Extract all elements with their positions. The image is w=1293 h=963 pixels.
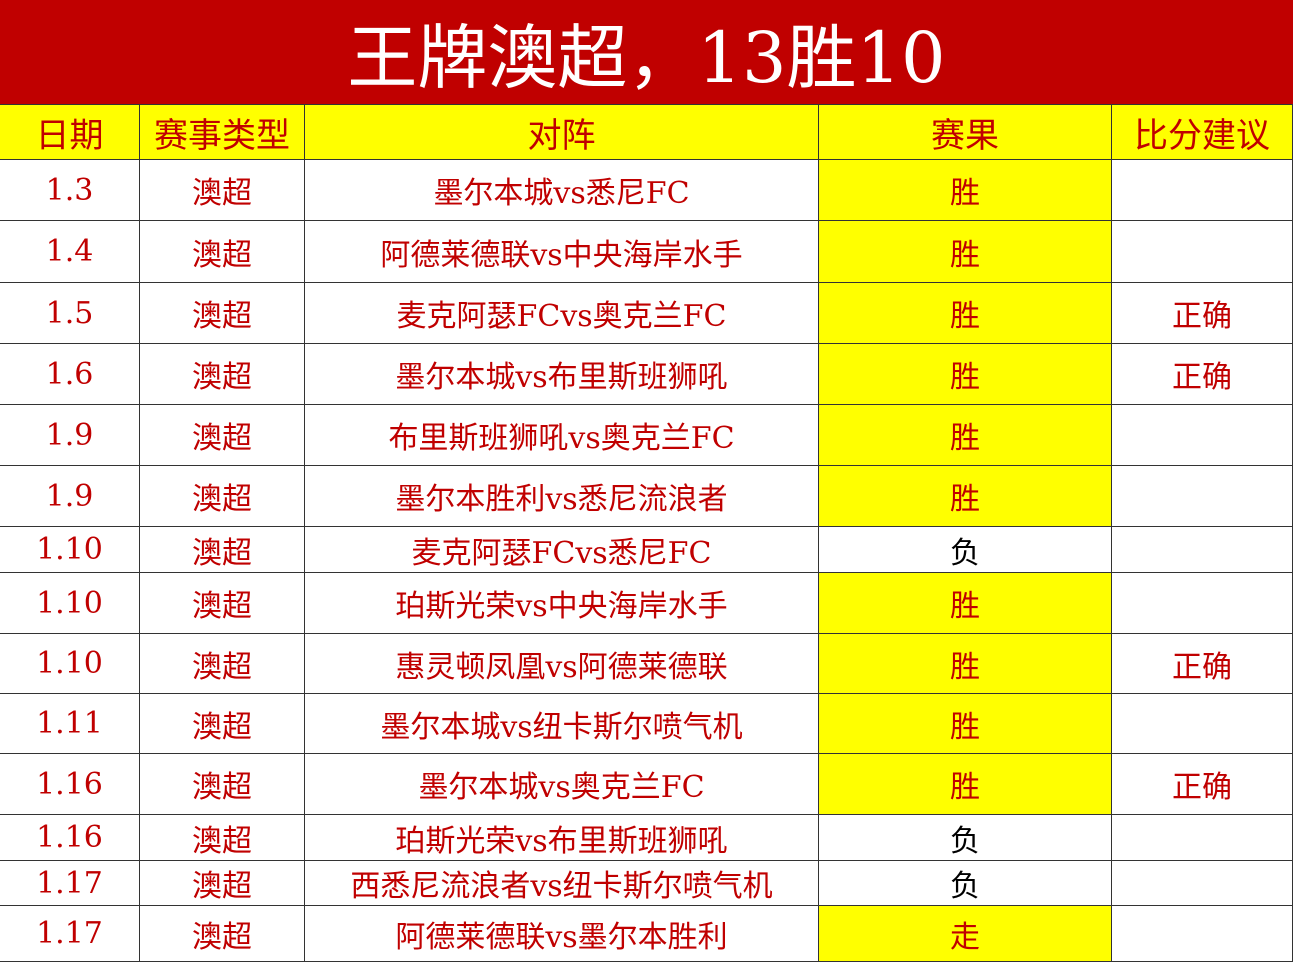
advice-cell (1112, 160, 1293, 221)
date-cell: 1.16 (0, 754, 140, 815)
type-cell: 澳超 (140, 861, 305, 906)
type-cell: 澳超 (140, 573, 305, 634)
date-cell: 1.17 (0, 861, 140, 906)
result-cell: 负 (819, 815, 1112, 861)
result-cell: 胜 (819, 221, 1112, 283)
column-header: 日期 (0, 105, 140, 160)
type-cell: 澳超 (140, 344, 305, 405)
result-cell: 胜 (819, 283, 1112, 344)
date-cell: 1.9 (0, 405, 140, 466)
column-header: 比分建议 (1112, 105, 1293, 160)
match-cell: 墨尔本胜利vs悉尼流浪者 (305, 466, 819, 527)
result-cell: 胜 (819, 634, 1112, 694)
advice-cell: 正确 (1112, 344, 1293, 405)
type-cell: 澳超 (140, 527, 305, 573)
result-cell: 胜 (819, 573, 1112, 634)
advice-cell: 正确 (1112, 634, 1293, 694)
result-cell: 胜 (819, 160, 1112, 221)
result-cell: 走 (819, 906, 1112, 962)
date-cell: 1.3 (0, 160, 140, 221)
type-cell: 澳超 (140, 634, 305, 694)
advice-cell (1112, 573, 1293, 634)
date-cell: 1.10 (0, 634, 140, 694)
advice-cell (1112, 861, 1293, 906)
result-cell: 胜 (819, 466, 1112, 527)
match-cell: 阿德莱德联vs中央海岸水手 (305, 221, 819, 283)
advice-cell (1112, 906, 1293, 962)
advice-cell: 正确 (1112, 283, 1293, 344)
match-cell: 麦克阿瑟FCvs奥克兰FC (305, 283, 819, 344)
type-cell: 澳超 (140, 694, 305, 754)
date-cell: 1.4 (0, 221, 140, 283)
match-cell: 珀斯光荣vs布里斯班狮吼 (305, 815, 819, 861)
result-cell: 负 (819, 861, 1112, 906)
advice-cell: 正确 (1112, 754, 1293, 815)
date-cell: 1.10 (0, 527, 140, 573)
advice-cell (1112, 694, 1293, 754)
match-cell: 阿德莱德联vs墨尔本胜利 (305, 906, 819, 962)
title: 王牌澳超，13胜10 (0, 0, 1293, 105)
result-cell: 胜 (819, 694, 1112, 754)
match-cell: 墨尔本城vs布里斯班狮吼 (305, 344, 819, 405)
result-cell: 胜 (819, 405, 1112, 466)
match-cell: 珀斯光荣vs中央海岸水手 (305, 573, 819, 634)
date-cell: 1.9 (0, 466, 140, 527)
type-cell: 澳超 (140, 283, 305, 344)
type-cell: 澳超 (140, 160, 305, 221)
type-cell: 澳超 (140, 466, 305, 527)
match-cell: 麦克阿瑟FCvs悉尼FC (305, 527, 819, 573)
match-cell: 墨尔本城vs奥克兰FC (305, 754, 819, 815)
advice-cell (1112, 527, 1293, 573)
type-cell: 澳超 (140, 815, 305, 861)
column-header: 对阵 (305, 105, 819, 160)
match-cell: 墨尔本城vs悉尼FC (305, 160, 819, 221)
date-cell: 1.16 (0, 815, 140, 861)
result-cell: 胜 (819, 344, 1112, 405)
result-cell: 负 (819, 527, 1112, 573)
match-cell: 西悉尼流浪者vs纽卡斯尔喷气机 (305, 861, 819, 906)
result-cell: 胜 (819, 754, 1112, 815)
date-cell: 1.11 (0, 694, 140, 754)
advice-cell (1112, 815, 1293, 861)
type-cell: 澳超 (140, 221, 305, 283)
advice-cell (1112, 221, 1293, 283)
match-cell: 布里斯班狮吼vs奥克兰FC (305, 405, 819, 466)
advice-cell (1112, 466, 1293, 527)
match-cell: 墨尔本城vs纽卡斯尔喷气机 (305, 694, 819, 754)
column-header: 赛事类型 (140, 105, 305, 160)
date-cell: 1.5 (0, 283, 140, 344)
type-cell: 澳超 (140, 906, 305, 962)
date-cell: 1.10 (0, 573, 140, 634)
advice-cell (1112, 405, 1293, 466)
column-header: 赛果 (819, 105, 1112, 160)
date-cell: 1.6 (0, 344, 140, 405)
date-cell: 1.17 (0, 906, 140, 962)
type-cell: 澳超 (140, 754, 305, 815)
type-cell: 澳超 (140, 405, 305, 466)
match-cell: 惠灵顿凤凰vs阿德莱德联 (305, 634, 819, 694)
